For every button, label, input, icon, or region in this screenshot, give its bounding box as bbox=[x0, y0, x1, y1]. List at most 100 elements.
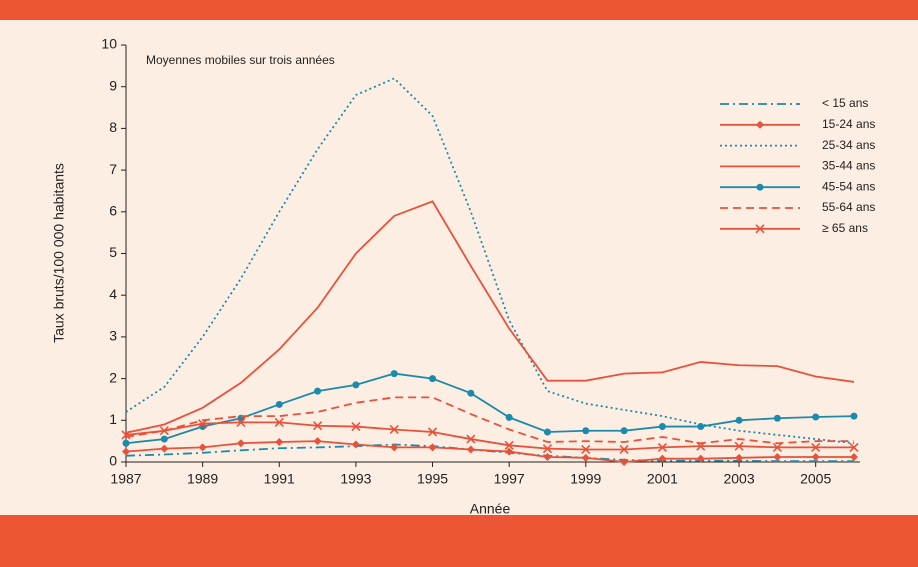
marker bbox=[658, 423, 666, 431]
legend-label: 45-54 ans bbox=[822, 179, 875, 193]
marker bbox=[389, 424, 399, 435]
y-tick-label: 8 bbox=[109, 119, 117, 135]
marker bbox=[504, 440, 514, 450]
x-tick-label: 1987 bbox=[110, 471, 141, 487]
y-tick-label: 9 bbox=[109, 77, 117, 93]
y-tick-label: 0 bbox=[109, 453, 117, 469]
marker bbox=[756, 120, 764, 129]
marker bbox=[352, 381, 360, 389]
marker bbox=[159, 426, 169, 436]
marker bbox=[543, 428, 551, 436]
x-tick-label: 2005 bbox=[800, 471, 831, 487]
legend-label: 35-44 ans bbox=[822, 159, 875, 173]
marker bbox=[351, 440, 360, 449]
y-axis-label: Taux bruts/100 000 habitants bbox=[51, 163, 67, 343]
marker bbox=[773, 452, 782, 461]
legend-label: 55-64 ans bbox=[822, 200, 875, 214]
marker bbox=[734, 441, 744, 451]
marker bbox=[427, 427, 438, 437]
marker bbox=[735, 453, 744, 462]
y-tick-label: 1 bbox=[109, 411, 117, 427]
marker bbox=[313, 437, 322, 446]
x-tick-label: 2001 bbox=[647, 471, 678, 487]
marker bbox=[505, 447, 514, 456]
marker bbox=[236, 439, 245, 448]
marker bbox=[811, 452, 820, 461]
x-tick-label: 1993 bbox=[340, 471, 371, 487]
x-tick-label: 2003 bbox=[723, 471, 754, 487]
series-line bbox=[125, 440, 854, 463]
bottom-band bbox=[0, 515, 918, 567]
marker bbox=[390, 443, 399, 452]
legend-label: < 15 ans bbox=[822, 96, 868, 110]
marker bbox=[313, 421, 323, 431]
marker bbox=[275, 400, 283, 408]
marker bbox=[812, 413, 820, 421]
series-line bbox=[125, 396, 854, 445]
marker bbox=[850, 452, 858, 461]
marker bbox=[755, 224, 765, 234]
legend-label: 15-24 ans bbox=[822, 117, 875, 131]
marker bbox=[735, 416, 743, 424]
marker bbox=[198, 419, 208, 429]
marker bbox=[160, 435, 168, 443]
x-tick-label: 1989 bbox=[187, 471, 218, 487]
y-tick-label: 10 bbox=[101, 36, 117, 52]
y-tick-label: 2 bbox=[109, 369, 117, 385]
marker bbox=[275, 437, 284, 446]
marker bbox=[581, 453, 590, 462]
marker bbox=[756, 183, 764, 191]
x-tick-label: 1991 bbox=[264, 471, 295, 487]
marker bbox=[849, 442, 859, 452]
marker bbox=[850, 412, 858, 420]
marker bbox=[160, 444, 169, 453]
series-line bbox=[125, 200, 855, 434]
marker bbox=[696, 454, 705, 463]
marker bbox=[581, 444, 591, 455]
marker bbox=[505, 413, 513, 421]
marker bbox=[619, 444, 629, 455]
y-tick-label: 7 bbox=[109, 161, 117, 177]
marker bbox=[122, 439, 130, 447]
top-band bbox=[0, 0, 918, 20]
marker bbox=[658, 454, 667, 463]
legend-label: 25-34 ans bbox=[822, 138, 875, 152]
marker bbox=[811, 442, 821, 452]
y-tick-label: 6 bbox=[109, 203, 117, 219]
series-line bbox=[125, 421, 854, 451]
marker bbox=[772, 442, 782, 452]
x-tick-label: 1995 bbox=[417, 471, 448, 487]
marker bbox=[620, 458, 629, 466]
annotation: Moyennes mobiles sur trois années bbox=[146, 53, 335, 67]
legend-label: ≥ 65 ans bbox=[822, 221, 868, 235]
marker bbox=[620, 427, 628, 435]
marker bbox=[466, 445, 475, 454]
marker bbox=[122, 447, 130, 456]
y-tick-label: 5 bbox=[109, 244, 117, 260]
marker bbox=[543, 452, 552, 461]
y-tick-label: 4 bbox=[109, 286, 117, 302]
marker bbox=[429, 375, 437, 383]
marker bbox=[773, 414, 781, 422]
x-tick-label: 1999 bbox=[570, 471, 601, 487]
marker bbox=[657, 442, 667, 452]
series-line bbox=[125, 77, 855, 445]
marker bbox=[697, 423, 705, 431]
x-tick-label: 1997 bbox=[494, 471, 525, 487]
marker bbox=[121, 430, 131, 440]
marker bbox=[542, 444, 553, 454]
y-tick-label: 3 bbox=[109, 328, 117, 344]
marker bbox=[466, 434, 476, 444]
marker bbox=[198, 443, 207, 452]
marker bbox=[274, 417, 284, 427]
marker bbox=[428, 443, 437, 452]
marker bbox=[351, 421, 361, 432]
marker bbox=[390, 370, 398, 378]
x-axis-label: Année bbox=[470, 501, 511, 517]
marker bbox=[696, 441, 706, 451]
marker bbox=[314, 387, 322, 395]
marker bbox=[582, 427, 590, 435]
marker bbox=[467, 389, 475, 397]
